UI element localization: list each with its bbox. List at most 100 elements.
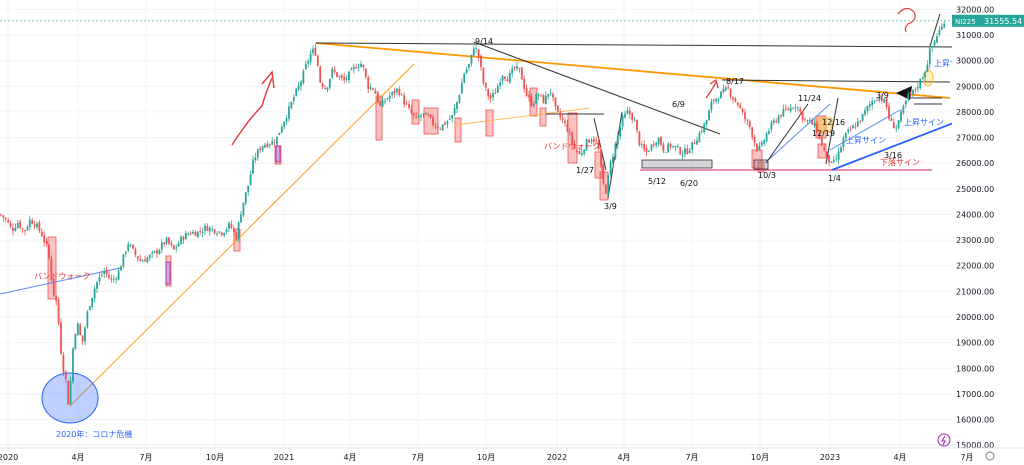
candle-body (674, 146, 677, 148)
y-tick-label: 28000.00 (956, 108, 994, 117)
candle-body (307, 61, 310, 64)
candle-body (204, 225, 206, 231)
y-tick-label: 26000.00 (956, 159, 994, 168)
candle-body (384, 100, 386, 102)
candle-body (460, 82, 463, 94)
annotation-label: 6/20 (680, 179, 698, 188)
candle-body (333, 69, 336, 73)
candle-body (530, 96, 533, 106)
candle-body (472, 48, 475, 56)
candle-body (112, 278, 115, 280)
candle-body (132, 244, 134, 249)
candle-body (208, 227, 211, 232)
candle-body (103, 271, 106, 275)
candle-body (374, 90, 377, 94)
candle-body (705, 120, 708, 125)
candle-body (561, 118, 564, 120)
candle-body (768, 130, 770, 134)
candle-body (64, 371, 67, 380)
price-axis[interactable]: 32000.00 31000.00 30000.00 29000.00 28000.00… (952, 0, 1024, 450)
candle-body (736, 102, 739, 106)
candle-body (897, 120, 900, 128)
annotation-label: 11/24 (798, 94, 821, 103)
candle-body (444, 122, 446, 125)
candle-body (254, 157, 257, 161)
candle-body (69, 380, 72, 404)
candle-body (784, 108, 787, 110)
candle-body (739, 105, 742, 108)
candle-body (614, 143, 617, 159)
candle-body (568, 132, 571, 134)
candle-body (844, 132, 847, 139)
time-axis[interactable]: 2020 4月 7月 10月 2021 4月 7月 10月 2022 4月 7月 10月 2023 4月 7… (0, 433, 1024, 465)
candle-body (352, 66, 355, 70)
candle-body (93, 288, 96, 299)
chart-grid (0, 0, 968, 448)
candle-body (19, 221, 22, 229)
candle-body (81, 335, 84, 342)
candle-body (540, 94, 542, 96)
candle-body (585, 139, 588, 151)
candle-body (573, 144, 576, 149)
y-tick-label: 31000.00 (956, 31, 994, 40)
candle-body (463, 73, 466, 83)
candle-body (616, 135, 619, 145)
candle-body (909, 92, 912, 94)
candle-body (760, 142, 763, 146)
candle-body (765, 133, 768, 142)
candle-body (516, 66, 518, 69)
candle-body (117, 270, 120, 280)
candle-body (266, 143, 269, 147)
candle-body (223, 232, 226, 236)
candle-body (657, 138, 660, 145)
candle-body (717, 99, 720, 101)
candle-body (588, 139, 590, 143)
price-axis-bg (952, 0, 1024, 448)
candle-body (144, 259, 146, 262)
candle-body (847, 129, 850, 132)
x-tick-label: 4月 (617, 453, 630, 462)
candle-body (484, 82, 487, 88)
candle-body (693, 142, 696, 144)
candle-body (782, 109, 785, 117)
candle-body (115, 278, 118, 280)
candle-body (393, 90, 396, 94)
candle-body (724, 87, 727, 91)
candle-body (525, 88, 528, 97)
candle-body (319, 66, 322, 83)
candle-body (631, 113, 634, 121)
candle-body (410, 108, 413, 114)
candle-body (235, 232, 238, 240)
candle-body (48, 245, 50, 259)
annotation-label: 8/17 (726, 77, 744, 86)
candle-body (607, 174, 610, 195)
candle-body (660, 136, 662, 146)
candle-body (792, 108, 794, 110)
candle-body (367, 77, 370, 89)
candle-body (21, 228, 24, 230)
candle-body (842, 138, 845, 147)
candle-body (703, 123, 706, 133)
candle-body (708, 110, 710, 121)
candle-body (494, 92, 497, 94)
band-walk-box (411, 99, 420, 125)
candle-body (904, 101, 907, 105)
symbol-label: NI225 (955, 18, 976, 26)
candle-body (645, 148, 648, 152)
candle-body (940, 26, 943, 30)
x-tick-label: 2020 (0, 453, 18, 462)
candle-body (247, 185, 250, 193)
candle-body (105, 269, 108, 274)
candle-body (621, 115, 624, 127)
candle-body (256, 149, 259, 158)
candle-body (700, 131, 703, 133)
y-tick-label: 15000.00 (956, 441, 994, 450)
trend-line-blue (0, 267, 121, 295)
candle-body (422, 113, 425, 115)
candle-body (487, 89, 490, 97)
candle-body (408, 104, 410, 108)
candle-body (914, 89, 917, 90)
x-tick-label: 2022 (547, 453, 567, 462)
candle-body (566, 123, 569, 132)
